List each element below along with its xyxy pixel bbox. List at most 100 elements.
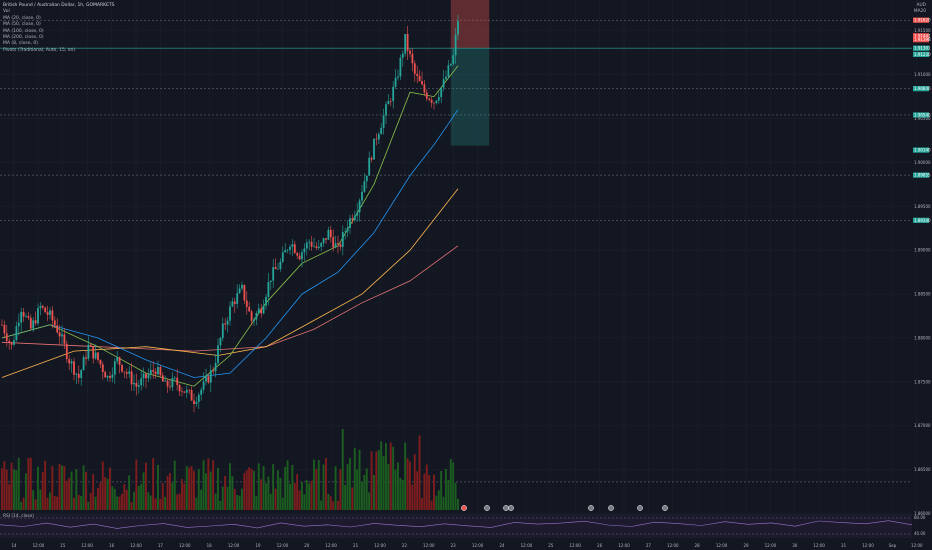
- volume-bar: [255, 495, 258, 510]
- price-tick-label: 1.87000: [914, 423, 931, 428]
- volume-bar: [454, 482, 457, 510]
- volume-bar: [267, 476, 270, 510]
- volume-bar: [269, 493, 272, 510]
- volume-bar: [178, 493, 181, 510]
- candle-body: [418, 75, 421, 82]
- volume-bar: [281, 497, 284, 510]
- volume-bar: [202, 460, 205, 510]
- candle-body: [130, 371, 133, 385]
- time-tick-label: 12:00: [521, 543, 533, 548]
- symbol-title[interactable]: British Pound / Australian Dollar, 1h, G…: [3, 3, 115, 8]
- candle-body: [320, 242, 323, 247]
- candle-body: [128, 371, 131, 374]
- candle-body: [68, 359, 71, 364]
- time-tick-label: 14: [11, 543, 17, 548]
- candle-body: [411, 53, 414, 64]
- volume-bar: [389, 442, 392, 510]
- volume-bar: [329, 496, 332, 510]
- volume-bar: [92, 474, 95, 510]
- candle-body: [111, 374, 114, 378]
- candle-body: [34, 320, 37, 324]
- candle-body: [404, 33, 407, 54]
- grid: [0, 0, 918, 538]
- volume-bar: [22, 497, 25, 510]
- volume-bar: [310, 480, 313, 510]
- candle-body: [356, 212, 359, 216]
- volume-bar: [277, 470, 279, 510]
- volume-bar: [435, 495, 438, 510]
- price-tick-label: 1.89500: [914, 204, 931, 209]
- candle-body: [440, 87, 443, 98]
- price-tag: [913, 112, 929, 118]
- candle-body: [416, 73, 419, 76]
- candle-body: [109, 375, 111, 378]
- volume-bar: [140, 483, 143, 510]
- candle-body: [15, 326, 18, 341]
- candle-body: [92, 345, 95, 359]
- candle-body: [262, 305, 265, 314]
- candle-body: [82, 357, 85, 371]
- volume-bar: [214, 493, 217, 510]
- legend-ma-200: MA (200, close, 0): [3, 35, 44, 41]
- candle-body: [452, 55, 455, 64]
- candle-body: [137, 385, 140, 387]
- rsi-legend: RSI (14, close): [3, 514, 34, 519]
- volume-bar: [121, 493, 123, 510]
- time-tick-label: 28: [695, 543, 701, 548]
- volume-bar: [125, 489, 128, 510]
- volume-bar: [224, 475, 227, 510]
- candle-body: [149, 369, 152, 375]
- rsi-pane: 80.00 40.00: [0, 514, 926, 538]
- volume-bar: [296, 473, 299, 510]
- time-tick-label: 24: [499, 543, 505, 548]
- take-profit-zone: [450, 48, 490, 146]
- volume-bar: [142, 472, 145, 510]
- volume-bar: [351, 487, 354, 510]
- price-axis[interactable]: 1.920001.915001.910001.905001.900001.895…: [913, 0, 931, 516]
- candle-body: [442, 79, 445, 88]
- time-tick-label: 12:00: [472, 543, 484, 548]
- event-markers[interactable]: [461, 505, 668, 511]
- candle-body: [101, 364, 104, 372]
- volume-bar: [380, 441, 383, 510]
- candle-body: [317, 246, 320, 249]
- candle-body: [322, 238, 325, 243]
- candle-body: [70, 361, 73, 364]
- candle-body: [445, 76, 447, 80]
- candle-body: [394, 77, 397, 87]
- candle-body: [173, 377, 176, 379]
- candle-body: [361, 191, 363, 201]
- volume-bar: [217, 468, 219, 510]
- candle-body: [87, 344, 90, 359]
- candle-body: [147, 374, 150, 379]
- currency-label: AUD: [916, 3, 926, 8]
- time-tick-label: 12:00: [33, 543, 45, 548]
- candle-body: [303, 248, 306, 253]
- volume-bars: [1, 428, 459, 510]
- time-axis[interactable]: 14 12:00 15 12:00 16 12:00 17 12:00 18 12:00 19 12:…: [0, 540, 932, 550]
- candlesticks[interactable]: [1, 14, 459, 413]
- candle-body: [217, 345, 219, 363]
- candle-body: [44, 307, 47, 313]
- volume-bar: [305, 480, 308, 510]
- price-tick-label: 1.88000: [914, 335, 931, 340]
- candle-body: [243, 284, 246, 301]
- candle-body: [248, 306, 251, 312]
- volume-bar: [298, 490, 301, 510]
- candle-body: [409, 50, 411, 54]
- price-tag-label: 1.91301: [914, 46, 931, 51]
- price-tick-label: 1.90000: [914, 160, 931, 165]
- time-tick-label: 23: [451, 543, 457, 548]
- legend-ma-8: MA (8, close, 0): [3, 41, 38, 47]
- candle-body: [377, 134, 380, 140]
- candle-body: [229, 306, 231, 321]
- time-tick-label: 12:00: [765, 543, 777, 548]
- price-tag: [913, 37, 929, 43]
- candle-body: [454, 34, 457, 56]
- volume-bar: [181, 479, 183, 510]
- volume-bar: [313, 459, 315, 510]
- price-tick-label: 1.88500: [914, 292, 931, 297]
- candle-body: [51, 310, 54, 321]
- candle-body: [37, 307, 39, 324]
